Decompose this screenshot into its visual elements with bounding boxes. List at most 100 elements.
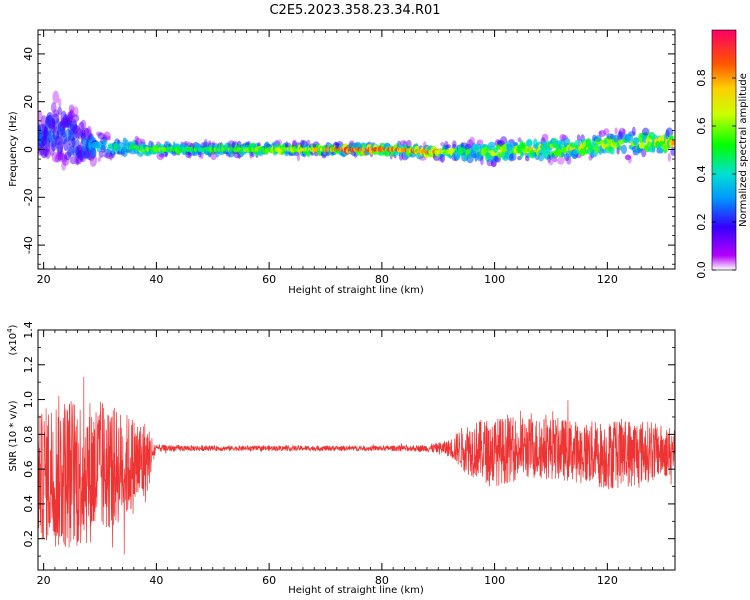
- spectrogram-cell: [107, 136, 111, 141]
- spectrogram-cell: [439, 153, 445, 163]
- spectrogram-cell: [464, 143, 472, 151]
- snr-xtick-label: 20: [37, 574, 51, 587]
- spectrogram-cell: [638, 142, 645, 149]
- spectrogram-cell: [524, 155, 530, 162]
- spectrogram-cell: [57, 106, 62, 116]
- spectrogram-cell: [69, 156, 78, 165]
- spectrogram-cell: [557, 156, 565, 165]
- spectrogram-cell: [81, 127, 90, 138]
- snr-xtick-label: 40: [149, 574, 163, 587]
- spectrogram-cell: [78, 121, 85, 130]
- spectrogram-cell: [594, 135, 602, 142]
- spectrogram-cell: [74, 125, 81, 139]
- spectrogram-cell: [61, 159, 67, 171]
- snr-xtick-label: 100: [484, 574, 505, 587]
- spectrogram-cell: [476, 139, 484, 146]
- spectrogram-cell: [90, 145, 97, 158]
- spectrogram-cell: [641, 148, 647, 158]
- snr-series-line: [38, 376, 675, 555]
- spectrogram-cell: [552, 157, 558, 163]
- spectrogram-xtick-label: 40: [149, 273, 163, 286]
- spectrogram-cell: [57, 152, 66, 162]
- spectrogram-cell: [622, 128, 626, 135]
- spectrogram-cell: [296, 151, 301, 162]
- colorbar-tick-label: 0.0: [695, 261, 708, 279]
- snr-ytick-label: 1.0: [22, 391, 35, 409]
- spectrogram-cell: [452, 140, 457, 148]
- spectrogram-cell: [614, 127, 618, 135]
- spectrogram-cell: [562, 147, 568, 154]
- spectrogram-cell: [618, 145, 622, 151]
- spectrogram-cell: [58, 97, 62, 108]
- spectrogram-cell: [620, 144, 628, 155]
- snr-xtick-label: 80: [375, 574, 389, 587]
- colorbar: 0.0 0.2 0.4 0.6 0.8 Normalized spectral ampl…: [695, 29, 749, 279]
- spectrogram-cell: [499, 136, 508, 146]
- colorbar-tick-label: 0.2: [695, 213, 708, 231]
- spectrogram-cell: [139, 138, 146, 146]
- spectrogram-cell: [134, 135, 139, 145]
- spectrogram-cell: [525, 139, 533, 147]
- snr-ylabel: SNR (10 * v/v): [8, 400, 19, 471]
- snr-ytick-label: 0.2: [22, 530, 35, 548]
- spectrogram-cell: [569, 142, 576, 148]
- snr-ticks: 20 40 60 80 100 120 0.2 0.4 0.6 0.8 1.0 1.2 1.4: [22, 321, 676, 587]
- snr-ytick-label: 1.4: [22, 321, 35, 339]
- spectrogram-xtick-label: 20: [37, 273, 51, 286]
- spectrogram-cell: [158, 153, 166, 158]
- colorbar-label: Normalized spectral amplitude: [738, 73, 749, 227]
- snr-yscale-exponent: 4: [6, 328, 14, 333]
- snr-ytick-label: 1.2: [22, 356, 35, 374]
- spectrogram-cell: [52, 90, 60, 104]
- spectrogram-xtick-label: 100: [484, 273, 505, 286]
- snr-xtick-label: 60: [262, 574, 276, 587]
- spectrogram-cell: [667, 152, 672, 162]
- spectrogram-cell: [541, 133, 549, 142]
- spectrogram-ytick-label: 20: [22, 95, 35, 109]
- spectrogram-cell: [548, 159, 554, 166]
- spectrogram-cell: [50, 102, 57, 114]
- spectrogram-xtick-label: 60: [262, 273, 276, 286]
- spectrogram-ytick-label: -20: [22, 188, 35, 206]
- spectrogram-cell: [102, 138, 108, 146]
- spectrogram-cell: [293, 151, 300, 157]
- chart-title: C2E5.2023.358.23.34.R01: [269, 3, 440, 18]
- snr-ytick-label: 0.4: [22, 495, 35, 513]
- spectrogram-cell: [71, 114, 80, 123]
- spectrogram-ytick-label: 0: [22, 146, 35, 153]
- spectrogram-cell: [134, 140, 140, 147]
- spectrogram-cell: [97, 157, 101, 162]
- colorbar-tick-label: 0.4: [695, 165, 708, 183]
- colorbar-tick-label: 0.6: [695, 117, 708, 135]
- spectrogram-cell: [52, 109, 60, 118]
- spectrogram-cell: [456, 154, 460, 161]
- colorbar-tick-label: 0.8: [695, 69, 708, 87]
- snr-xtick-label: 120: [597, 574, 618, 587]
- spectrogram-cell: [671, 140, 675, 146]
- spectrogram-cell: [103, 131, 111, 141]
- snr-panel: 20 40 60 80 100 120 0.2 0.4 0.6 0.8 1.0 1.2 1.4 Heig…: [6, 321, 676, 596]
- spectrogram-ticks: 20 40 60 80 100 120 -40 -20 0 20 40: [22, 30, 676, 286]
- spectrogram-cell: [665, 127, 674, 138]
- spectrogram-cell: [480, 156, 484, 166]
- spectrogram-cell: [51, 151, 60, 163]
- spectrogram-cell: [55, 151, 64, 161]
- spectrogram-cell: [68, 110, 75, 119]
- spectrogram-cell: [603, 128, 610, 136]
- spectrogram-heatmap: [38, 90, 675, 171]
- spectrogram-ylabel: Frequency (Hz): [8, 111, 19, 187]
- snr-frame: [37, 329, 676, 571]
- spectrogram-cell: [627, 155, 632, 164]
- spectrogram-cell: [624, 154, 631, 160]
- spectrogram-xlabel: Height of straight line (km): [288, 285, 424, 296]
- spectrogram-cell: [71, 137, 76, 148]
- spectrogram-ytick-label: -40: [22, 236, 35, 254]
- spectrogram-xtick-label: 80: [375, 273, 389, 286]
- spectrogram-cell: [566, 155, 572, 165]
- spectrogram-cell: [537, 152, 545, 162]
- spectrogram-cell: [45, 148, 51, 159]
- spectrogram-cell: [72, 106, 79, 118]
- colorbar-scale: [711, 29, 737, 271]
- spectrogram-cell: [80, 119, 87, 130]
- spectrogram-cell: [38, 110, 43, 124]
